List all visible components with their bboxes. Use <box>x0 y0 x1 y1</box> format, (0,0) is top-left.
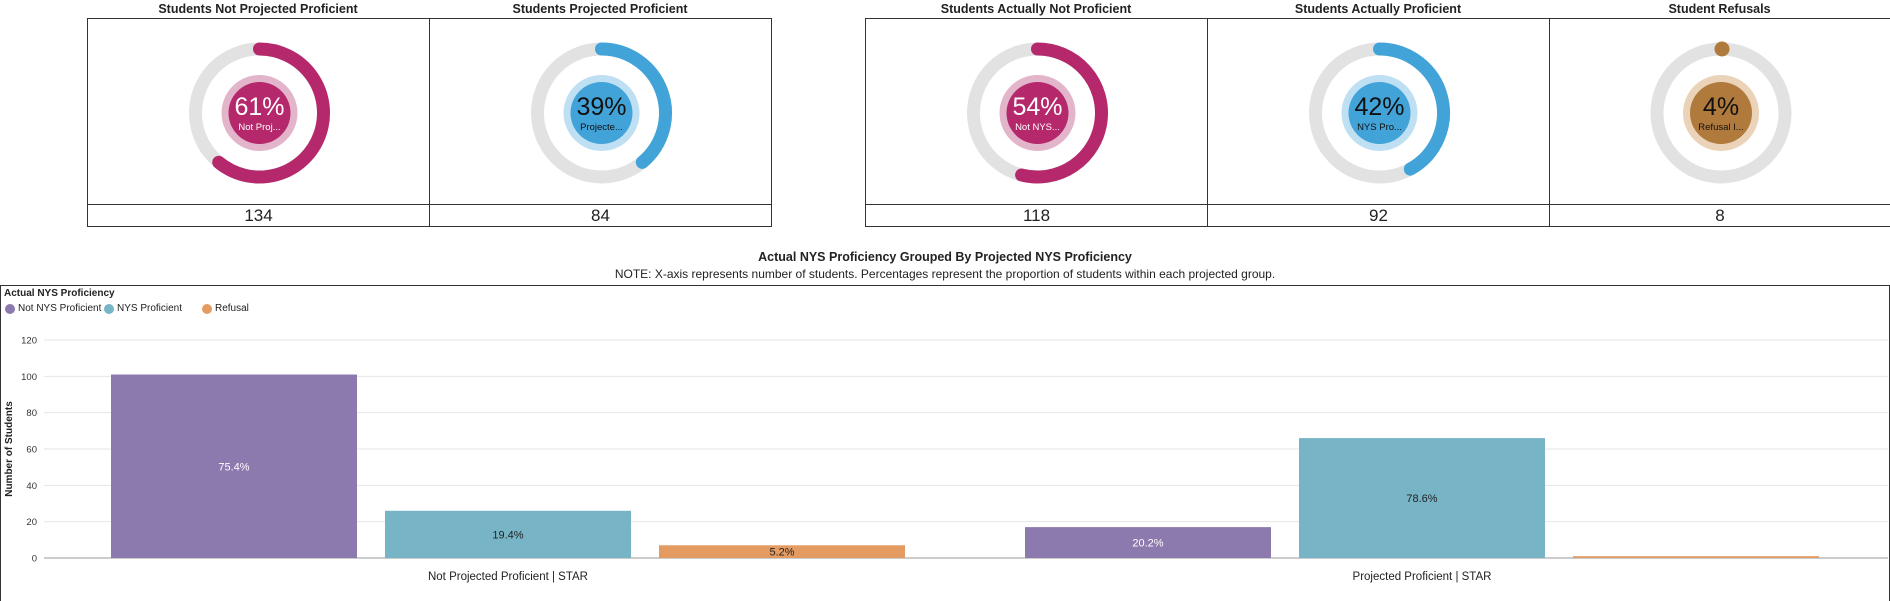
donut-value-arc <box>595 42 672 169</box>
x-category-label: Projected Proficient | STAR <box>1353 571 1492 583</box>
kpi-card[interactable]: 42% NYS Pro... <box>1207 18 1550 205</box>
kpi-title: Students Actually Proficient <box>1294 2 1462 16</box>
y-tick-label: 60 <box>26 445 37 456</box>
donut-center-label: Not NYS... <box>1015 122 1060 133</box>
bar-data-label: 78.6% <box>1406 493 1437 505</box>
donut-percent: 4% <box>1703 93 1739 121</box>
kpi-title: Students Actually Not Proficient <box>940 2 1132 16</box>
bar-data-label: 19.4% <box>492 529 523 541</box>
bar <box>111 374 357 558</box>
y-tick-label: 100 <box>21 372 37 383</box>
donut-center-label: Refusal I... <box>1698 122 1743 133</box>
donut-value-arc <box>1015 42 1108 184</box>
kpi-count: 84 <box>429 205 772 227</box>
donut-center <box>570 82 633 144</box>
bar <box>1025 527 1271 558</box>
donut-value-arc <box>1373 42 1450 176</box>
y-tick-label: 40 <box>26 481 37 492</box>
donut-chart: 39%Projecte... <box>531 42 672 184</box>
kpi-card[interactable]: 4% Refusal I... <box>1549 18 1890 205</box>
donut-chart: 54%Not NYS... <box>967 42 1108 184</box>
donut-center <box>1348 82 1411 144</box>
y-tick-label: 80 <box>26 408 37 419</box>
donut-percent: 39% <box>576 93 626 121</box>
chart-subtitle: NOTE: X-axis represents number of studen… <box>614 267 1276 281</box>
donut-center-label: Not Proj... <box>238 122 280 133</box>
legend-swatch <box>5 303 15 314</box>
kpi-title: Students Not Projected Proficient <box>158 2 358 16</box>
legend-item-refusal[interactable]: Refusal <box>202 303 249 314</box>
legend-swatch <box>202 303 212 314</box>
donut-center <box>1690 82 1752 144</box>
donut-chart: 61%Not Proj... <box>189 42 330 184</box>
donut-percent: 42% <box>1354 93 1404 121</box>
bar-data-label: 20.2% <box>1132 538 1163 550</box>
legend-swatch <box>104 303 114 314</box>
legend-title: Actual NYS Proficiency <box>4 288 115 299</box>
kpi-title: Student Refusals <box>1668 2 1771 16</box>
legend-label: Not NYS Proficient <box>18 303 102 314</box>
donut-center-label: NYS Pro... <box>1357 122 1402 133</box>
bar <box>385 510 631 558</box>
y-axis-label: Number of Students <box>4 401 15 497</box>
bar-data-label: 75.4% <box>218 461 249 473</box>
donut-percent: 54% <box>1012 93 1062 121</box>
x-category-label: Not Projected Proficient | STAR <box>428 571 588 583</box>
bar <box>1573 556 1819 558</box>
kpi-card[interactable]: 39% Projecte... <box>429 18 772 205</box>
y-tick-label: 0 <box>32 554 37 565</box>
legend-item-nys-proficient[interactable]: NYS Proficient <box>104 303 182 314</box>
donut-center-label: Projecte... <box>580 122 623 133</box>
chart-title: Actual NYS Proficiency Grouped By Projec… <box>758 250 1132 264</box>
donut-center <box>228 82 291 144</box>
legend-label: NYS Proficient <box>117 303 183 314</box>
donut-percent: 61% <box>234 93 284 121</box>
kpi-card[interactable]: 54% Not NYS... <box>865 18 1208 205</box>
kpi-count: 8 <box>1549 205 1890 227</box>
donut-value-arc <box>1714 41 1730 57</box>
donut-chart: 4%Refusal I... <box>1650 41 1792 184</box>
y-tick-label: 120 <box>21 336 37 347</box>
donut-value-arc <box>212 42 330 184</box>
bar-data-label: 5.2% <box>769 547 794 559</box>
y-tick-label: 20 <box>26 517 37 528</box>
legend-label: Refusal <box>215 303 249 314</box>
kpi-title: Students Projected Proficient <box>512 2 688 16</box>
donut-chart: 42%NYS Pro... <box>1309 42 1450 184</box>
bar <box>1299 438 1545 558</box>
legend-item-not-nys-proficient[interactable]: Not NYS Proficient <box>5 303 101 314</box>
bar <box>659 545 905 558</box>
donut-center <box>1006 82 1069 144</box>
